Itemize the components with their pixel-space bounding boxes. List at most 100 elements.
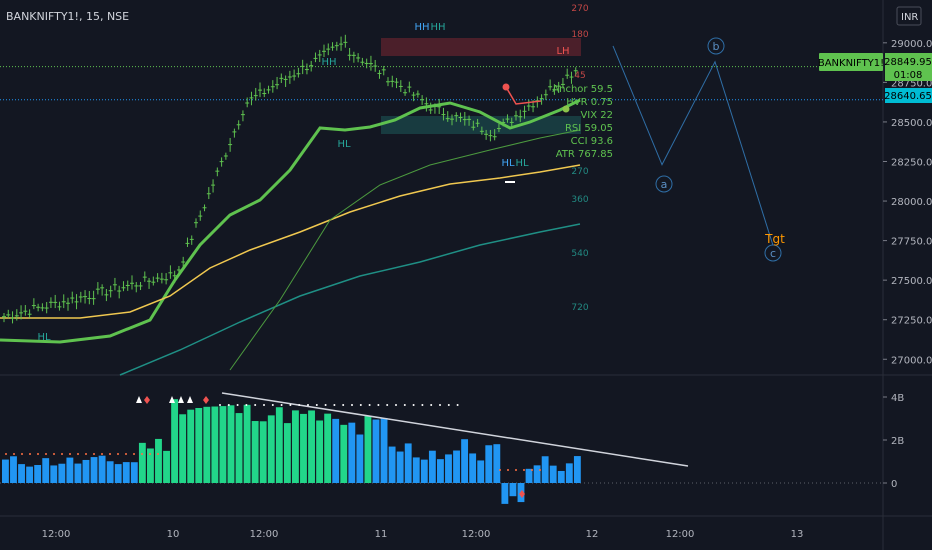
volume-bar bbox=[332, 418, 340, 483]
volume-dot-marker bbox=[219, 404, 221, 406]
volume-bar bbox=[477, 460, 485, 483]
up-arrow-marker bbox=[169, 396, 175, 403]
volume-bar bbox=[275, 407, 283, 483]
volume-bar bbox=[356, 434, 364, 483]
volume-bar bbox=[396, 451, 404, 483]
symbol-title: BANKNIFTY1!, 15, NSE bbox=[6, 10, 130, 23]
price-tick-label: 28750.00 bbox=[891, 78, 932, 89]
volume-bar bbox=[501, 483, 509, 504]
price-tick-label: 29000.00 bbox=[891, 39, 932, 50]
volume-bar bbox=[74, 463, 82, 483]
volume-bar bbox=[259, 421, 267, 483]
volume-bar bbox=[549, 465, 557, 483]
period-label: 540 bbox=[571, 249, 588, 259]
volume-bar bbox=[324, 413, 332, 483]
volume-bar bbox=[251, 421, 259, 483]
volume-bar bbox=[364, 415, 372, 483]
volume-dot-marker bbox=[342, 404, 345, 406]
volume-bar bbox=[138, 442, 146, 483]
volume-dot-marker bbox=[395, 404, 397, 406]
pivot-hh-label: HH bbox=[430, 22, 445, 33]
period-label: 270 bbox=[571, 167, 588, 177]
resistance-zone bbox=[381, 38, 581, 56]
secondary-price-label: 28640.65 bbox=[884, 91, 932, 102]
volume-bar bbox=[340, 424, 348, 483]
volume-bar bbox=[308, 410, 315, 483]
volume-dot-marker bbox=[315, 404, 318, 406]
time-tick-label: 12 bbox=[586, 529, 599, 540]
volume-dot-marker bbox=[236, 404, 239, 406]
volume-bar bbox=[573, 456, 581, 483]
volume-bar bbox=[114, 464, 122, 483]
time-tick-label: 12:00 bbox=[42, 529, 71, 540]
wave-marker-a bbox=[655, 175, 673, 193]
pivot-hl-label: HL bbox=[37, 332, 51, 343]
volume-bar bbox=[163, 450, 170, 483]
pivot-hh-label: HH bbox=[321, 57, 336, 68]
volume-bar bbox=[541, 456, 549, 483]
volume-bar bbox=[18, 464, 25, 483]
price-tick-label: 27500.00 bbox=[891, 276, 932, 287]
wave-marker-b bbox=[707, 37, 725, 55]
volume-dot-marker bbox=[245, 404, 248, 406]
volume-bar bbox=[493, 444, 501, 483]
volume-bar bbox=[130, 462, 138, 483]
volume-bar bbox=[187, 409, 195, 483]
anchor-line bbox=[505, 86, 542, 105]
period-label: 360 bbox=[571, 195, 588, 205]
volume-bar bbox=[469, 453, 477, 483]
volume-bar bbox=[203, 406, 211, 483]
period-label: 720 bbox=[571, 303, 588, 313]
volume-orange-dot bbox=[109, 453, 111, 455]
volume-orange-dot bbox=[93, 453, 95, 455]
volume-bar bbox=[227, 405, 235, 483]
last-price-tag bbox=[885, 53, 932, 81]
currency-label: INR bbox=[901, 12, 918, 23]
volume-bar bbox=[565, 463, 573, 483]
volume-bar bbox=[485, 445, 493, 483]
currency-button[interactable] bbox=[896, 6, 922, 26]
pivot-hh-label: HH bbox=[414, 22, 429, 33]
volume-bar bbox=[66, 457, 74, 483]
volume-orange-dot bbox=[157, 453, 159, 455]
volume-orange-dot bbox=[523, 469, 525, 471]
volume-dot-marker bbox=[289, 404, 292, 406]
volume-bar bbox=[106, 461, 114, 483]
volume-tick-label: 0 bbox=[891, 479, 897, 490]
volume-orange-dot bbox=[5, 453, 7, 455]
pivot-lh-label: LH bbox=[556, 46, 569, 57]
volume-bar bbox=[380, 417, 388, 483]
volume-bar bbox=[219, 406, 227, 483]
volume-tick-label: 4B bbox=[891, 393, 904, 404]
volume-bar bbox=[171, 399, 179, 483]
time-tick-label: 11 bbox=[375, 529, 388, 540]
projection-wave-line bbox=[612, 45, 774, 246]
volume-bar bbox=[453, 450, 460, 483]
target-label: Tgt bbox=[764, 232, 785, 246]
price-tick-label: 27750.00 bbox=[891, 237, 932, 248]
volume-dot-marker bbox=[333, 404, 336, 406]
pivot-hl-label: HL bbox=[337, 139, 351, 150]
time-tick-label: 10 bbox=[167, 529, 180, 540]
volume-bar bbox=[26, 466, 34, 483]
volume-bar bbox=[122, 462, 130, 483]
volume-orange-dot bbox=[69, 453, 71, 455]
symbol-tag-label: BANKNIFTY1! bbox=[818, 58, 884, 69]
diamond-marker bbox=[203, 396, 209, 404]
price-tick-label: 27000.00 bbox=[891, 355, 932, 366]
up-arrow-marker bbox=[136, 396, 142, 403]
time-tick-label: 12:00 bbox=[462, 529, 491, 540]
volume-tick-label: 2B bbox=[891, 436, 904, 447]
volume-bar bbox=[445, 454, 452, 483]
pivot-hl-label: HL bbox=[501, 158, 515, 169]
volume-bar bbox=[388, 446, 396, 483]
volume-bar bbox=[509, 483, 517, 497]
volume-bar bbox=[420, 459, 428, 483]
wave-marker-c bbox=[764, 244, 782, 262]
diamond-marker bbox=[519, 490, 525, 498]
countdown-label: 01:08 bbox=[894, 70, 923, 81]
up-arrow-marker bbox=[178, 396, 184, 403]
volume-orange-dot bbox=[539, 469, 541, 471]
fast-ma-line bbox=[0, 98, 581, 344]
